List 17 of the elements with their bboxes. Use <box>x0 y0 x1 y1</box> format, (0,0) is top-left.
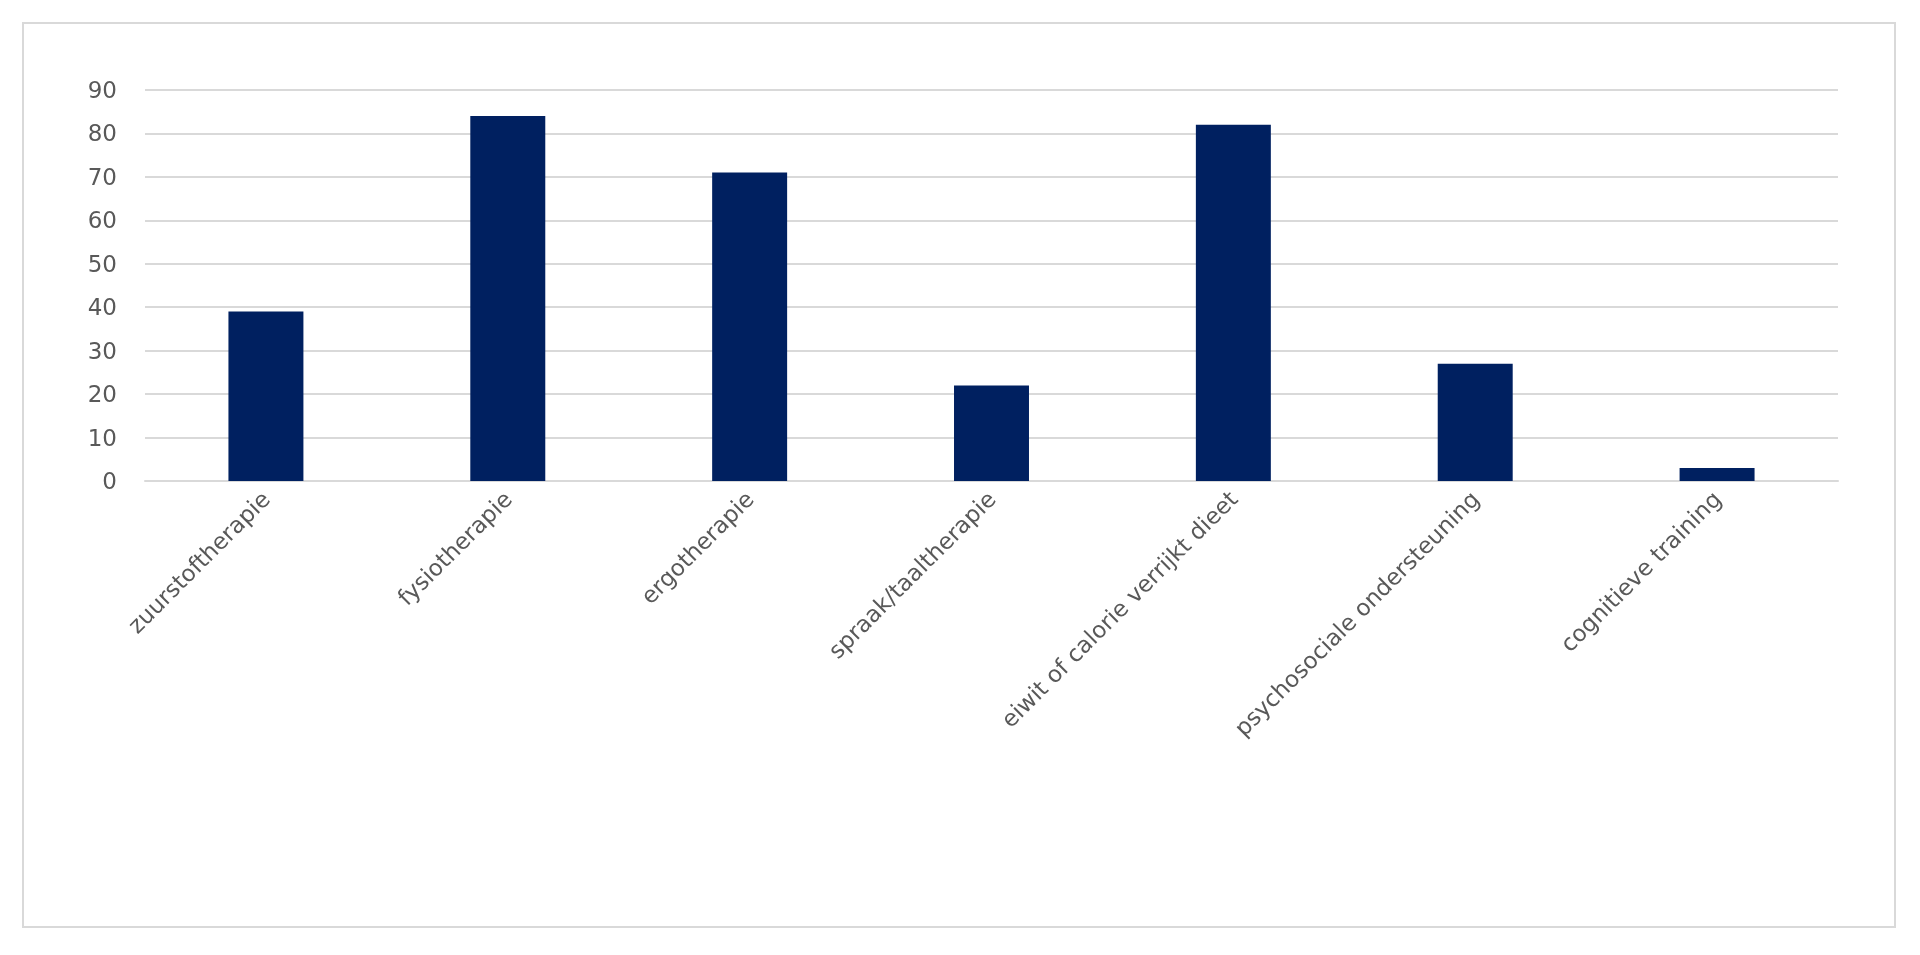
bar <box>228 311 304 481</box>
bar <box>470 116 546 481</box>
bar <box>1679 467 1755 481</box>
y-tick-label: 70 <box>87 163 117 190</box>
y-tick-label: 40 <box>87 294 117 321</box>
y-tick-label: 30 <box>87 337 117 364</box>
y-tick-label: 0 <box>102 468 117 494</box>
bar <box>954 385 1029 481</box>
bar <box>1437 363 1513 481</box>
y-tick-label: 20 <box>87 381 117 408</box>
bar <box>712 172 788 481</box>
y-tick-label: 90 <box>87 77 117 103</box>
bar <box>1195 124 1271 481</box>
y-tick-label: 10 <box>87 424 117 451</box>
y-tick-label: 50 <box>87 250 117 277</box>
y-tick-label: 80 <box>87 120 117 147</box>
y-tick-label: 60 <box>87 207 117 234</box>
